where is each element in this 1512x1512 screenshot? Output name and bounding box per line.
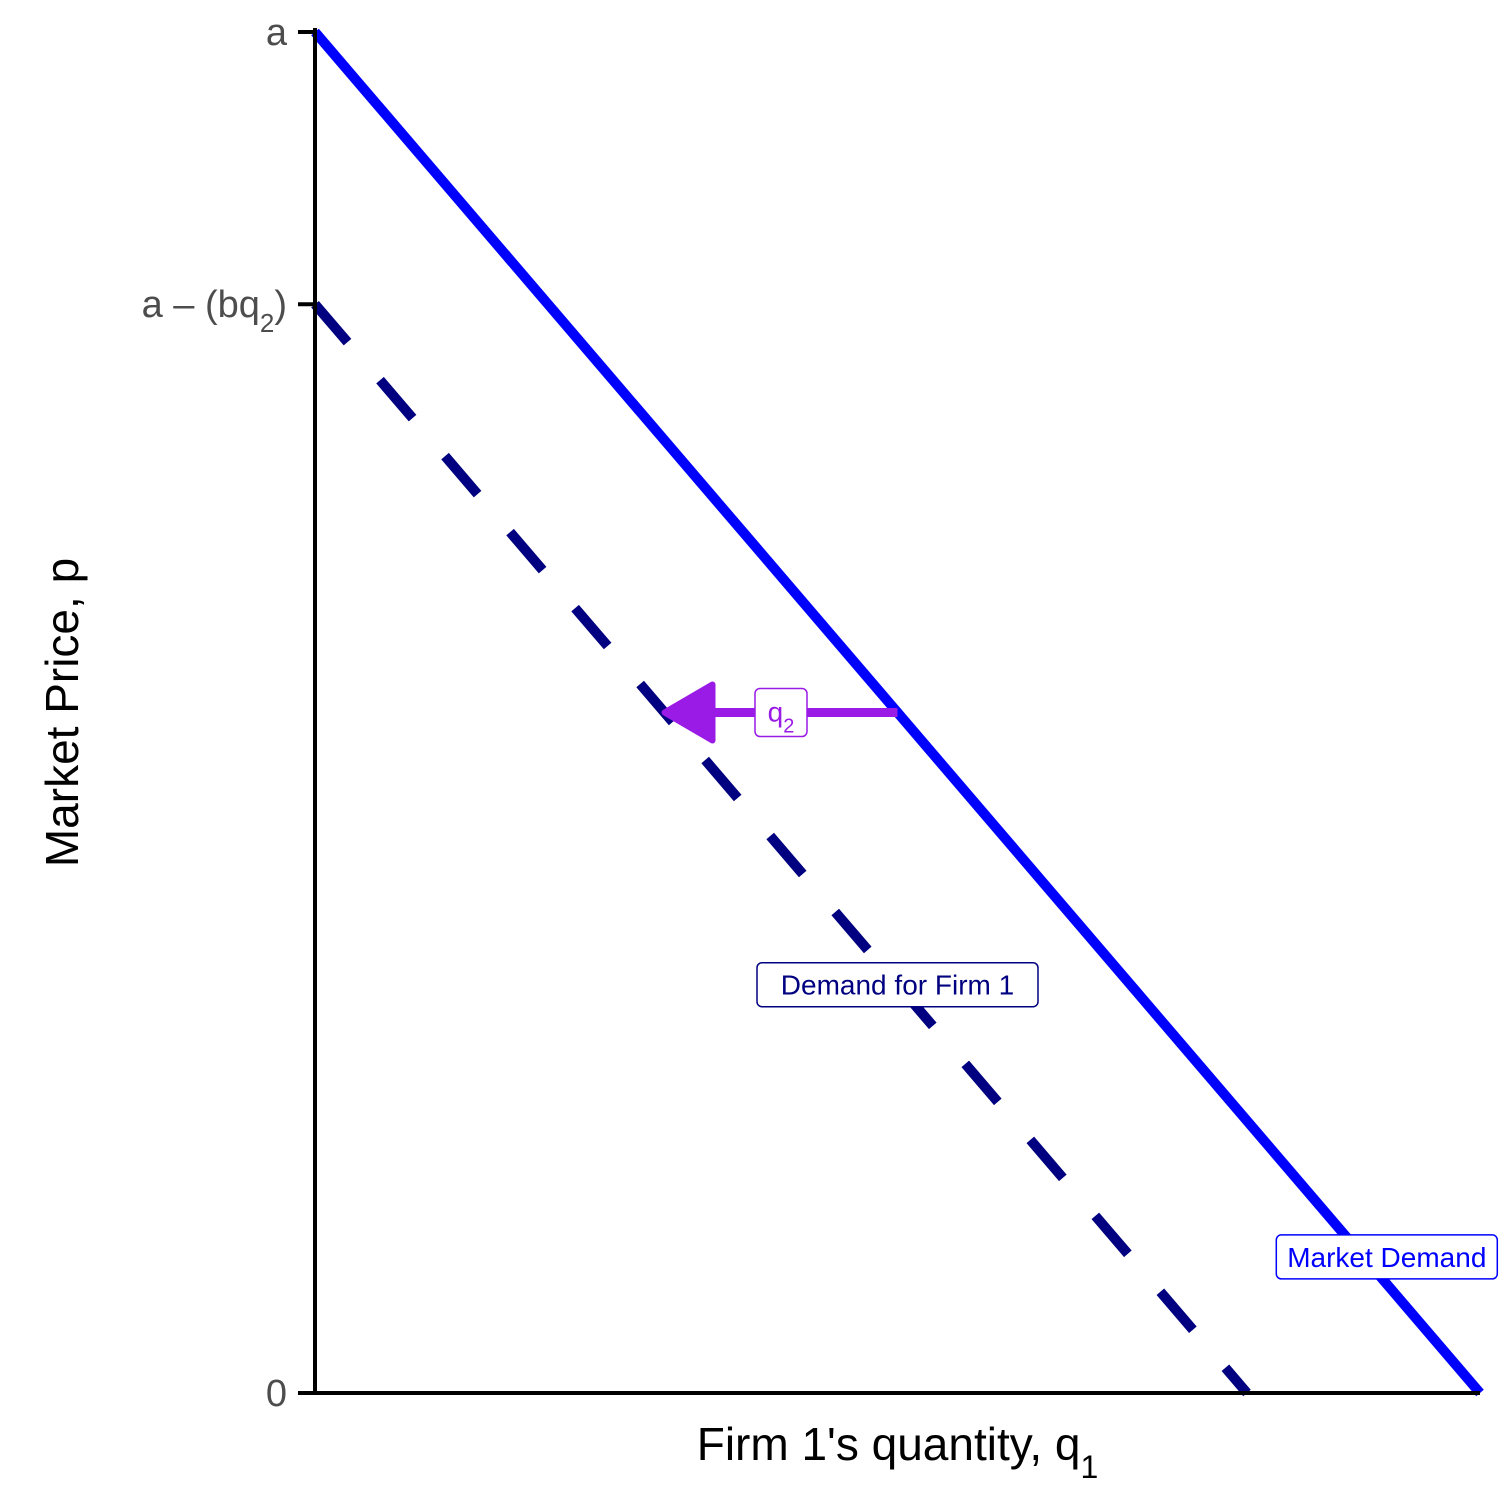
label-market-demand: Market Demand — [1287, 1242, 1486, 1273]
x-axis-title: Firm 1's quantity, q1 — [697, 1418, 1099, 1485]
chart-labels: q2 Market Demand Demand for Firm 1 — [754, 687, 1499, 1280]
q2-label-box — [754, 687, 808, 738]
shift-arrow-head — [661, 681, 716, 744]
y-tick-label-subscript: 2 — [260, 308, 274, 338]
y-tick-label-suffix: ) — [274, 284, 287, 326]
y-tick-label-text: a – (bq — [142, 284, 260, 326]
plot-area — [311, 28, 1484, 1397]
q2-label-subscript: 2 — [783, 716, 794, 738]
q2-label-text: q — [768, 697, 784, 728]
y-tick-label: a — [266, 12, 288, 54]
label-box-market-demand — [1275, 1234, 1499, 1280]
y-tick-label-text: 0 — [266, 1373, 287, 1415]
label-demand-for-firm-1: Demand for Firm 1 — [781, 970, 1014, 1001]
y-tick-label: 0 — [266, 1373, 287, 1415]
y-tick-label-text: a — [266, 12, 288, 54]
y-axis-title-text: Market Price, p — [36, 558, 88, 867]
x-axis-title-subscript: 1 — [1080, 1449, 1098, 1485]
series-line-demand-for-firm-1 — [311, 300, 1251, 1397]
label-box-demand-for-firm-1 — [756, 961, 1039, 1008]
y-tick-label: a – (bq2) — [142, 284, 287, 338]
y-axis-title: Market Price, p — [36, 558, 88, 867]
x-axis-title-text: Firm 1's quantity, q — [697, 1418, 1081, 1470]
q2-label: q2 — [768, 697, 795, 738]
